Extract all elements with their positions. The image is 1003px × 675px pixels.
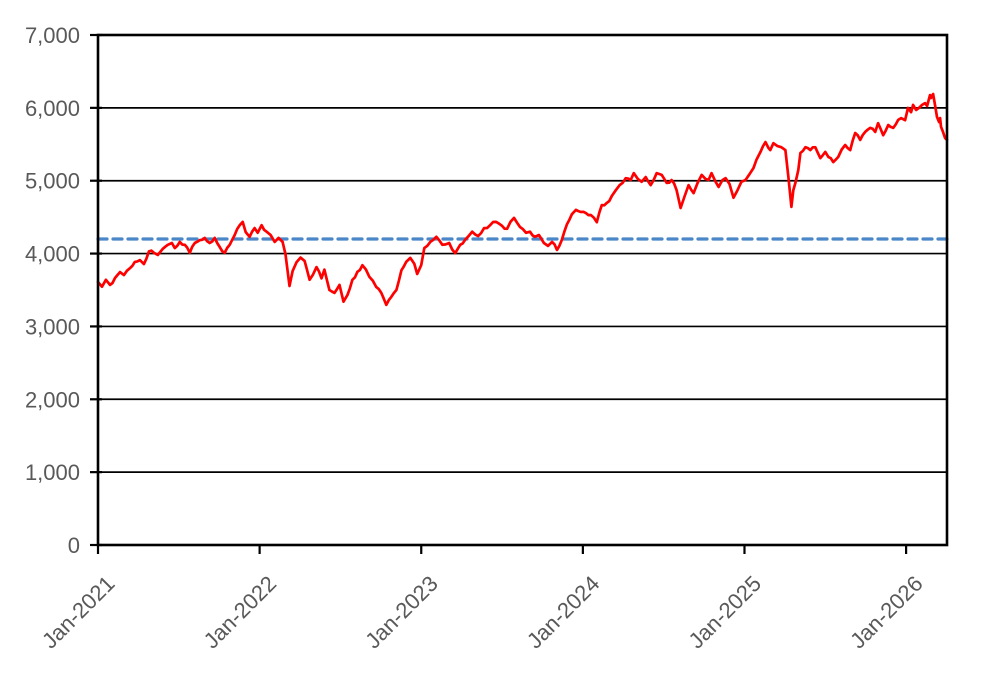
plot-border [96,33,949,547]
x-tick-label: Jan-2024 [522,571,605,654]
y-tick-label: 3,000 [25,314,80,339]
price-series-line [96,92,949,307]
y-tick-label: 1,000 [25,460,80,485]
axes [96,33,949,547]
price-series-layer [96,92,949,307]
y-tick-label: 0 [68,533,80,558]
x-tick-label: Jan-2025 [683,571,766,654]
x-tick-label: Jan-2021 [37,571,120,654]
tick-marks [90,33,908,554]
x-axis-labels: Jan-2021 Jan-2022 Jan-2023 Jan-2024 Jan-2025… [37,571,928,654]
y-axis-labels: 0 1,000 2,000 3,000 4,000 5,000 6,000 7,000 [25,23,80,558]
y-tick-label: 5,000 [25,169,80,194]
x-tick-label: Jan-2023 [360,571,443,654]
y-tick-label: 4,000 [25,242,80,267]
x-tick-label: Jan-2026 [845,571,928,654]
y-tick-label: 7,000 [25,23,80,48]
x-tick-label: Jan-2022 [199,571,282,654]
y-tick-label: 2,000 [25,387,80,412]
y-tick-label: 6,000 [25,96,80,121]
gridlines [98,107,947,473]
